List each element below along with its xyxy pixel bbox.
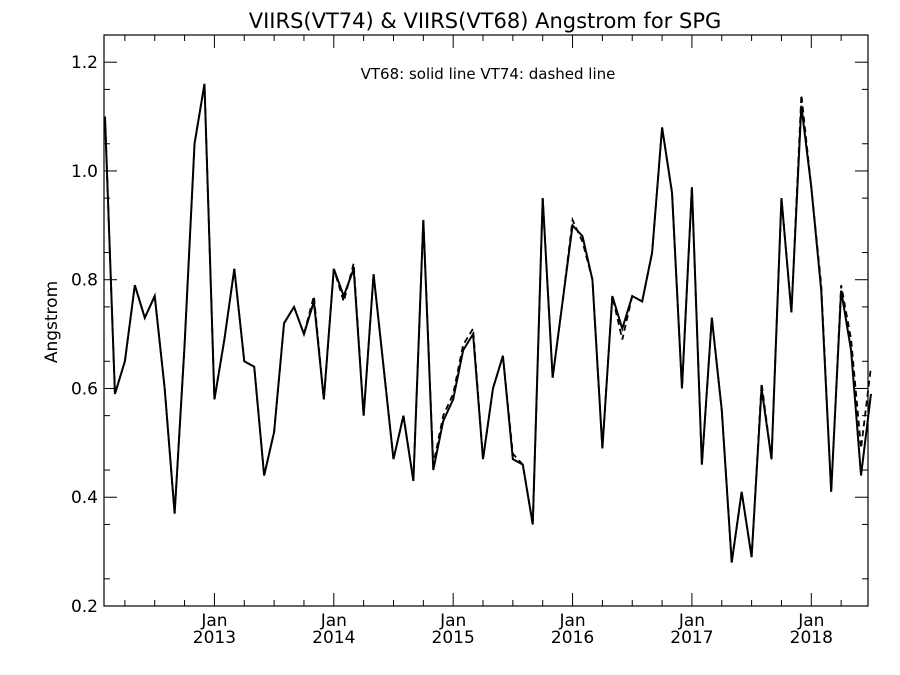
axis-ticks: 0.20.40.60.81.01.2Jan2013Jan2014Jan2015J…: [71, 34, 868, 648]
y-tick-label: 1.0: [71, 162, 98, 182]
x-tick-label-year: 2018: [790, 628, 833, 648]
y-axis-label: Angstrom: [42, 281, 62, 363]
chart-title: VIIRS(VT74) & VIIRS(VT68) Angstrom for S…: [249, 9, 722, 33]
x-tick-label-month: Jan: [558, 611, 585, 631]
series-layer: [103, 83, 872, 563]
x-tick-label-month: Jan: [797, 611, 824, 631]
series-line-vt74: [104, 83, 872, 563]
x-tick-label-month: Jan: [200, 611, 227, 631]
y-tick-label: 0.6: [71, 379, 98, 399]
y-tick-label: 0.8: [71, 271, 98, 291]
x-tick-label-month: Jan: [320, 611, 347, 631]
x-tick-label-month: Jan: [439, 611, 466, 631]
plot-frame: [103, 34, 869, 607]
y-tick-label: 0.4: [71, 488, 98, 508]
x-tick-label-year: 2015: [432, 628, 475, 648]
series-legend-note: VT68: solid line VT74: dashed line: [361, 65, 616, 83]
x-tick-label-month: Jan: [678, 611, 705, 631]
y-tick-label: 1.2: [71, 53, 98, 73]
x-tick-label-year: 2014: [312, 628, 355, 648]
x-tick-label-year: 2013: [193, 628, 236, 648]
x-tick-label-year: 2016: [551, 628, 594, 648]
x-tick-label-year: 2017: [670, 628, 713, 648]
y-tick-label: 0.2: [71, 597, 98, 617]
